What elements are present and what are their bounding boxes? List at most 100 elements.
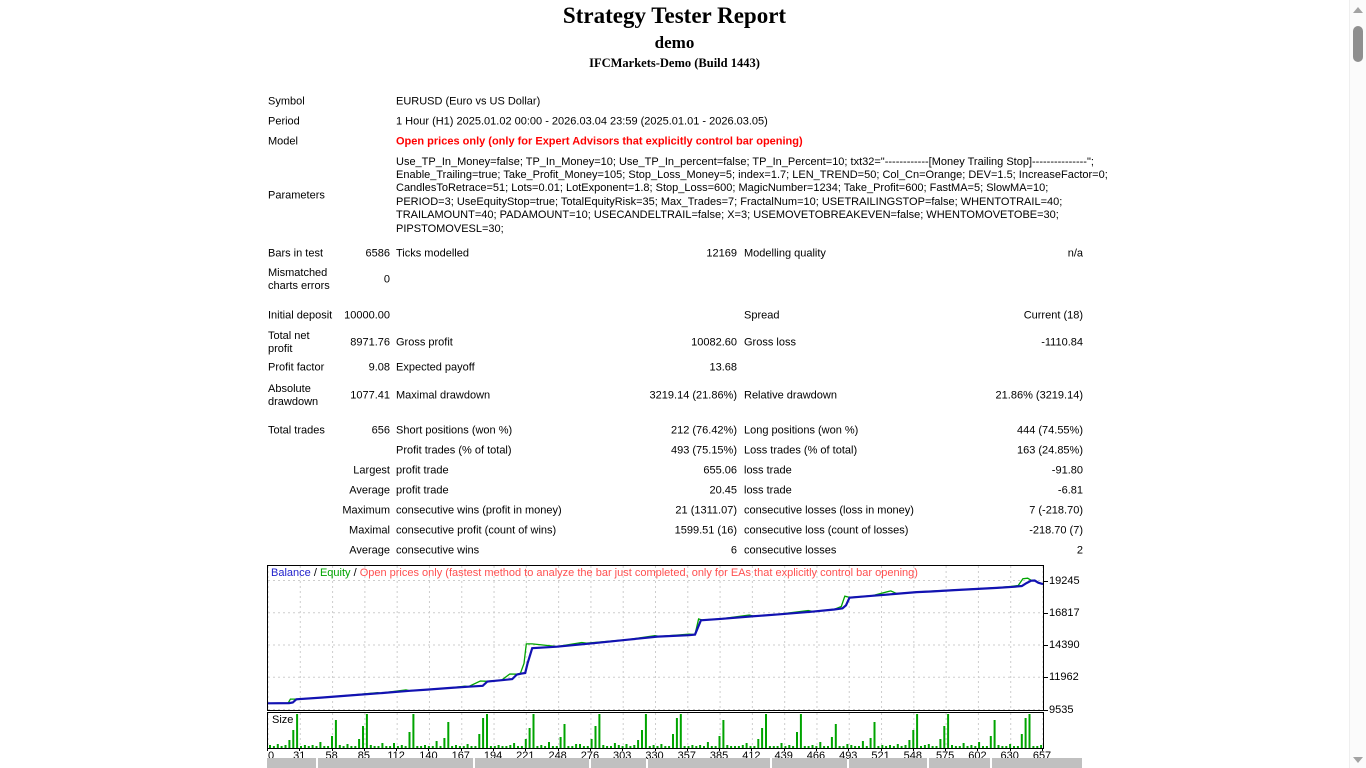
report-label: Profit factor <box>268 361 325 374</box>
expert-name: demo <box>654 33 695 52</box>
report-value: Current (18) <box>1023 309 1083 322</box>
report-value: 163 (24.85%) <box>1016 444 1083 457</box>
vertical-scrollbar[interactable] <box>1349 0 1366 768</box>
x-axis-tick-label: 0 <box>267 750 275 762</box>
report-label: Total net profit <box>268 330 310 355</box>
report-label: Profit trades (% of total) <box>396 444 512 457</box>
x-axis-tick-mark <box>525 748 527 751</box>
report-value: 6586 <box>365 247 390 260</box>
x-axis-tick-mark <box>912 748 914 751</box>
trades-table-header-cell <box>992 758 1082 768</box>
report-value: 493 (75.15%) <box>670 444 737 457</box>
trades-table-header-cell <box>475 758 589 768</box>
report-label: consecutive wins <box>396 544 480 557</box>
y-axis-tick-label: 14390 <box>1049 639 1080 651</box>
legend-equity: Equity <box>319 567 351 579</box>
report-label: Period <box>268 115 300 128</box>
report-row: Initial deposit 10000.00 Spread Current (18… <box>267 309 1083 323</box>
lot-size-chart: Size <box>267 712 1044 749</box>
report-value: 655.06 <box>703 464 737 477</box>
x-axis-tick-mark <box>751 748 753 751</box>
x-axis-tick-mark <box>493 748 495 751</box>
trades-table-header-cell <box>318 758 473 768</box>
report-value: 0 <box>383 273 390 286</box>
report-label: Long positions (won %) <box>744 424 859 437</box>
report-value: 8971.76 <box>350 336 390 349</box>
report-value: 6 <box>730 544 737 557</box>
report-label: Gross loss <box>744 336 796 349</box>
page-title: Strategy Tester Report <box>562 3 787 28</box>
x-axis-tick-mark <box>945 748 947 751</box>
report-label: Absolute drawdown <box>268 383 319 408</box>
x-axis-tick-mark <box>848 748 850 751</box>
y-axis-tick-label: 16817 <box>1049 606 1080 619</box>
scroll-down-arrow-icon[interactable] <box>1353 757 1363 763</box>
report-label: loss trade <box>744 484 792 497</box>
x-axis-tick-mark <box>783 748 785 751</box>
report-value: Maximum <box>342 504 390 517</box>
x-axis-tick-mark <box>880 748 882 751</box>
report-value: 9.08 <box>368 361 390 374</box>
report-value: 21 (1311.07) <box>675 504 737 517</box>
report-label: Mismatched charts errors <box>268 267 330 292</box>
legend-sep1: / <box>310 567 320 579</box>
report-row: Largest profit trade 655.06 loss trade -91.8… <box>267 464 1083 478</box>
report-row: Period 1 Hour (H1) 2025.01.02 00:00 - 202… <box>267 115 1083 129</box>
report-value: 212 (76.42%) <box>670 424 737 437</box>
report-label: consecutive losses (loss in money) <box>744 504 914 517</box>
report-value: Maximal <box>349 524 390 537</box>
report-row: Symbol EURUSD (Euro vs US Dollar) <box>267 95 1083 109</box>
report-row: Average consecutive wins 6 consecutive loss… <box>267 544 1083 558</box>
x-axis-tick-mark <box>267 748 268 751</box>
report-value: 10082.60 <box>691 336 737 349</box>
x-axis-tick-mark <box>557 748 559 751</box>
report-row: Model Open prices only (only for Expert A… <box>267 135 1083 149</box>
trades-table-header-cell <box>929 758 990 768</box>
x-axis-tick-mark <box>815 748 817 751</box>
report-value: Average <box>349 544 390 557</box>
x-axis-tick-mark <box>396 748 398 751</box>
report-label: Ticks modelled <box>396 247 469 260</box>
balance-curve-svg <box>267 566 1044 710</box>
x-axis-tick-mark <box>299 748 301 751</box>
report-value: -6.81 <box>1057 484 1083 497</box>
report-value: 13.68 <box>709 361 737 374</box>
report-label: Bars in test <box>268 247 324 260</box>
y-axis-tick-label: 11962 <box>1049 671 1079 684</box>
report-label: Relative drawdown <box>744 389 837 402</box>
report-value: Open prices only (only for Expert Adviso… <box>396 135 803 148</box>
report-label: Maximal drawdown <box>396 389 491 402</box>
report-value: -218.70 (7) <box>1029 524 1083 537</box>
trades-table-header-cell <box>591 758 646 768</box>
x-axis-tick-mark <box>1009 748 1011 751</box>
x-axis-tick-mark <box>428 748 430 751</box>
x-axis-tick-mark <box>977 748 979 751</box>
y-axis-tick-label: 19245 <box>1049 574 1080 587</box>
x-axis-tick-mark <box>686 748 688 751</box>
report-row: Average profit trade 20.45 loss trade -6.81 <box>267 484 1083 498</box>
x-axis-tick-mark <box>654 748 656 751</box>
report-value: 7 (-218.70) <box>1029 504 1083 517</box>
x-axis-tick-mark <box>622 748 624 751</box>
trades-table-header-cell <box>772 758 847 768</box>
report-row: Mismatched charts errors 0 <box>267 266 1083 294</box>
report-value: EURUSD (Euro vs US Dollar) <box>396 95 541 108</box>
server-build: IFCMarkets-Demo (Build 1443) <box>589 56 760 70</box>
legend-sep2: / <box>350 567 360 579</box>
y-axis-tick-mark <box>1043 645 1048 646</box>
report-value: 2 <box>1076 544 1083 557</box>
trades-table-header-cell <box>849 758 927 768</box>
report-label: loss trade <box>744 464 792 477</box>
report-value: 1 Hour (H1) 2025.01.02 00:00 - 2026.03.0… <box>396 115 768 128</box>
report-value: 444 (74.55%) <box>1016 424 1083 437</box>
report-label: consecutive loss (count of losses) <box>744 524 909 537</box>
report-label: Total trades <box>268 424 325 437</box>
scrollbar-thumb[interactable] <box>1353 26 1363 62</box>
size-bars-svg <box>267 713 1044 748</box>
report-row: Maximum consecutive wins (profit in money… <box>267 504 1083 518</box>
report-row: Profit trades (% of total) 493 (75.15%) Lo… <box>267 444 1083 458</box>
report-label: Gross profit <box>396 336 453 349</box>
report-row: Bars in test 6586 Ticks modelled 12169 Model… <box>267 247 1083 261</box>
scroll-up-arrow-icon[interactable] <box>1353 7 1363 13</box>
y-axis-tick-mark <box>1043 709 1048 711</box>
